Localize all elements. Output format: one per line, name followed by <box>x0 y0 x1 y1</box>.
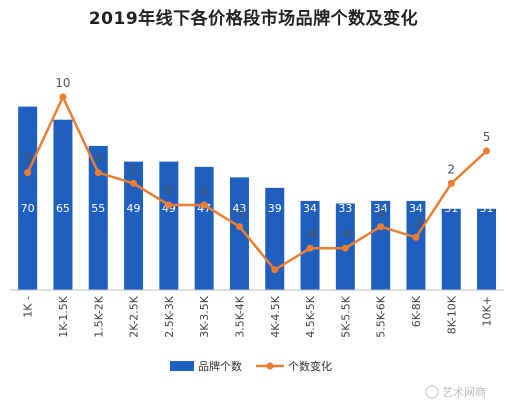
watermark-logo-icon <box>425 385 439 399</box>
bar-3 <box>124 161 144 290</box>
line-point-13 <box>483 147 491 155</box>
bar-4 <box>159 161 179 290</box>
line-value-label-9: -4 <box>339 227 351 241</box>
line-point-12 <box>447 179 455 187</box>
legend-label-bars: 品牌个数 <box>198 359 242 373</box>
x-tick-label-10: 5.5K-6K <box>375 295 388 338</box>
line-value-label-3: 2 <box>130 162 138 176</box>
bar-value-label-1: 65 <box>56 202 70 215</box>
line-value-label-12: 2 <box>447 162 455 176</box>
bar-value-label-6: 43 <box>232 202 246 215</box>
bar-value-label-13: 31 <box>480 202 494 215</box>
bar-value-label-8: 34 <box>303 202 317 215</box>
line-value-label-4: 0 <box>165 184 173 198</box>
bar-value-label-9: 33 <box>338 202 352 215</box>
line-point-10 <box>377 223 385 231</box>
line-point-3 <box>130 179 138 187</box>
line-value-label-0: 3 <box>24 152 32 166</box>
line-point-1 <box>59 93 67 101</box>
bar-value-label-7: 39 <box>268 202 282 215</box>
line-point-8 <box>306 244 314 252</box>
line-point-7 <box>271 266 279 274</box>
x-tick-label-6: 3.5K-4K <box>233 295 246 338</box>
bar-value-label-11: 34 <box>409 202 423 215</box>
bar-value-label-2: 55 <box>91 202 105 215</box>
bar-11 <box>406 200 426 290</box>
line-point-2 <box>94 169 102 177</box>
line-point-6 <box>235 223 243 231</box>
x-tick-label-1: 1K-1.5K <box>57 295 70 338</box>
line-point-11 <box>412 233 420 241</box>
watermark-text: 艺术网商 <box>442 385 486 399</box>
bar-12 <box>441 208 461 290</box>
line-value-label-2: 3 <box>94 152 102 166</box>
bar-1 <box>53 119 73 290</box>
line-value-label-11: -3 <box>410 216 422 230</box>
bar-value-label-0: 70 <box>21 202 35 215</box>
x-tick-label-13: 10K+ <box>481 296 494 326</box>
bar-value-label-3: 49 <box>127 202 141 215</box>
line-series <box>26 94 488 272</box>
x-tick-label-7: 4K-4.5K <box>269 295 282 338</box>
bar-2 <box>88 145 108 290</box>
x-tick-label-2: 1.5K-2K <box>92 295 105 338</box>
chart-title: 2019年线下各价格段市场品牌个数及变化 <box>88 9 419 29</box>
x-tick-label-3: 2K-2.5K <box>128 295 141 338</box>
line-point-4 <box>165 201 173 209</box>
bar-value-label-10: 34 <box>374 202 388 215</box>
line-value-label-13: 5 <box>483 130 491 144</box>
line-value-label-6: -2 <box>233 206 245 220</box>
line-point-9 <box>341 244 349 252</box>
x-tick-label-8: 4.5K-5K <box>304 295 317 338</box>
legend-label-line: 个数变化 <box>288 359 332 373</box>
x-tick-label-12: 8K-10K <box>445 295 458 334</box>
bar-value-label-12: 31 <box>444 202 458 215</box>
line-value-label-5: 0 <box>200 184 208 198</box>
line-value-label-10: -2 <box>375 206 387 220</box>
line-value-label-1: 10 <box>55 76 70 90</box>
bar-13 <box>477 208 497 290</box>
bar-5 <box>194 166 214 290</box>
line-point-0 <box>24 169 32 177</box>
x-tick-label-4: 2.5K-3K <box>163 295 176 338</box>
legend-marker-line <box>266 362 274 370</box>
line-point-5 <box>200 201 208 209</box>
bar-6 <box>229 177 249 290</box>
bar-10 <box>371 200 391 290</box>
bar-0 <box>18 106 38 290</box>
x-tick-label-11: 6K-8K <box>410 295 423 327</box>
x-tick-label-5: 3K-3.5K <box>198 295 211 338</box>
legend-swatch-bars <box>170 361 194 371</box>
line-value-label-8: -4 <box>304 227 316 241</box>
x-tick-label-0: 1K - <box>22 296 35 318</box>
x-tick-label-9: 5K-5.5K <box>339 295 352 338</box>
